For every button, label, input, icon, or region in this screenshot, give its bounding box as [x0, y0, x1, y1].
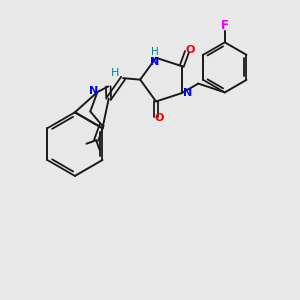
- Text: H: H: [111, 68, 119, 78]
- Text: N: N: [183, 88, 192, 98]
- Text: N: N: [89, 85, 98, 96]
- Text: O: O: [186, 45, 195, 55]
- Text: N: N: [150, 57, 159, 67]
- Text: F: F: [221, 19, 229, 32]
- Text: O: O: [155, 113, 164, 123]
- Text: H: H: [151, 47, 158, 58]
